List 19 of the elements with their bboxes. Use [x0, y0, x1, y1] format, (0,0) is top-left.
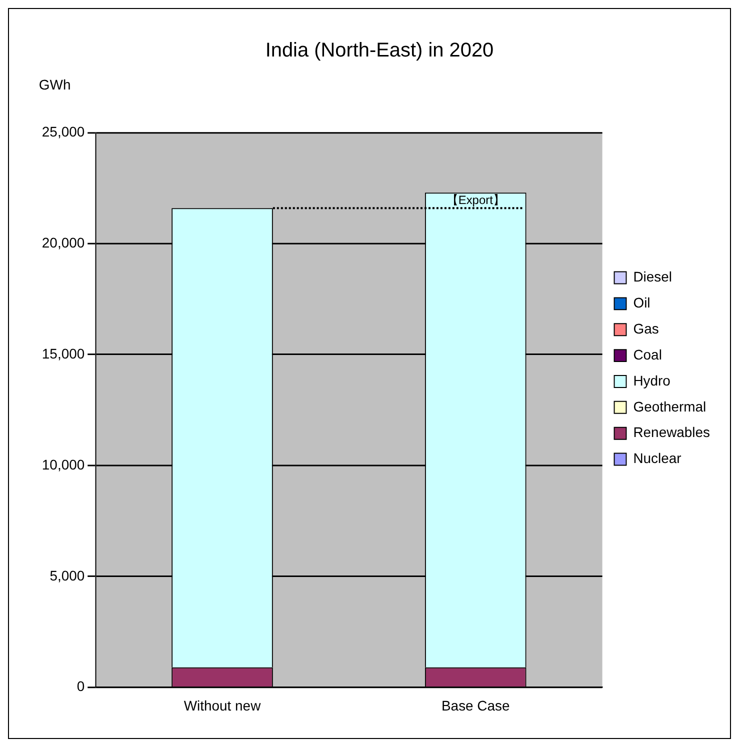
x-tick-label: Base Case — [441, 698, 510, 714]
x-tick-label: Without new — [184, 698, 262, 714]
legend-label: Hydro — [633, 372, 671, 388]
legend-label: Oil — [633, 294, 650, 311]
chart-title: India (North-East) in 2020 — [265, 39, 494, 62]
y-tick-label: 15,000 — [42, 345, 85, 362]
y-tick-label: 25,000 — [42, 124, 85, 140]
y-tick-label: 10,000 — [42, 456, 85, 472]
y-tick-label: 20,000 — [42, 234, 85, 250]
y-tick-label: 5,000 — [50, 567, 85, 584]
legend-label: Gas — [633, 320, 659, 336]
y-tick-label: 0 — [76, 678, 85, 694]
legend-label: Geothermal — [633, 398, 706, 414]
legend-label: Diesel — [633, 268, 672, 285]
legend-label: Coal — [633, 346, 662, 362]
legend-label: Renewables — [633, 424, 710, 440]
annotation: 【Export】 — [446, 192, 505, 207]
legend-label: Nuclear — [633, 450, 682, 466]
y-axis-title: GWh — [38, 76, 71, 93]
